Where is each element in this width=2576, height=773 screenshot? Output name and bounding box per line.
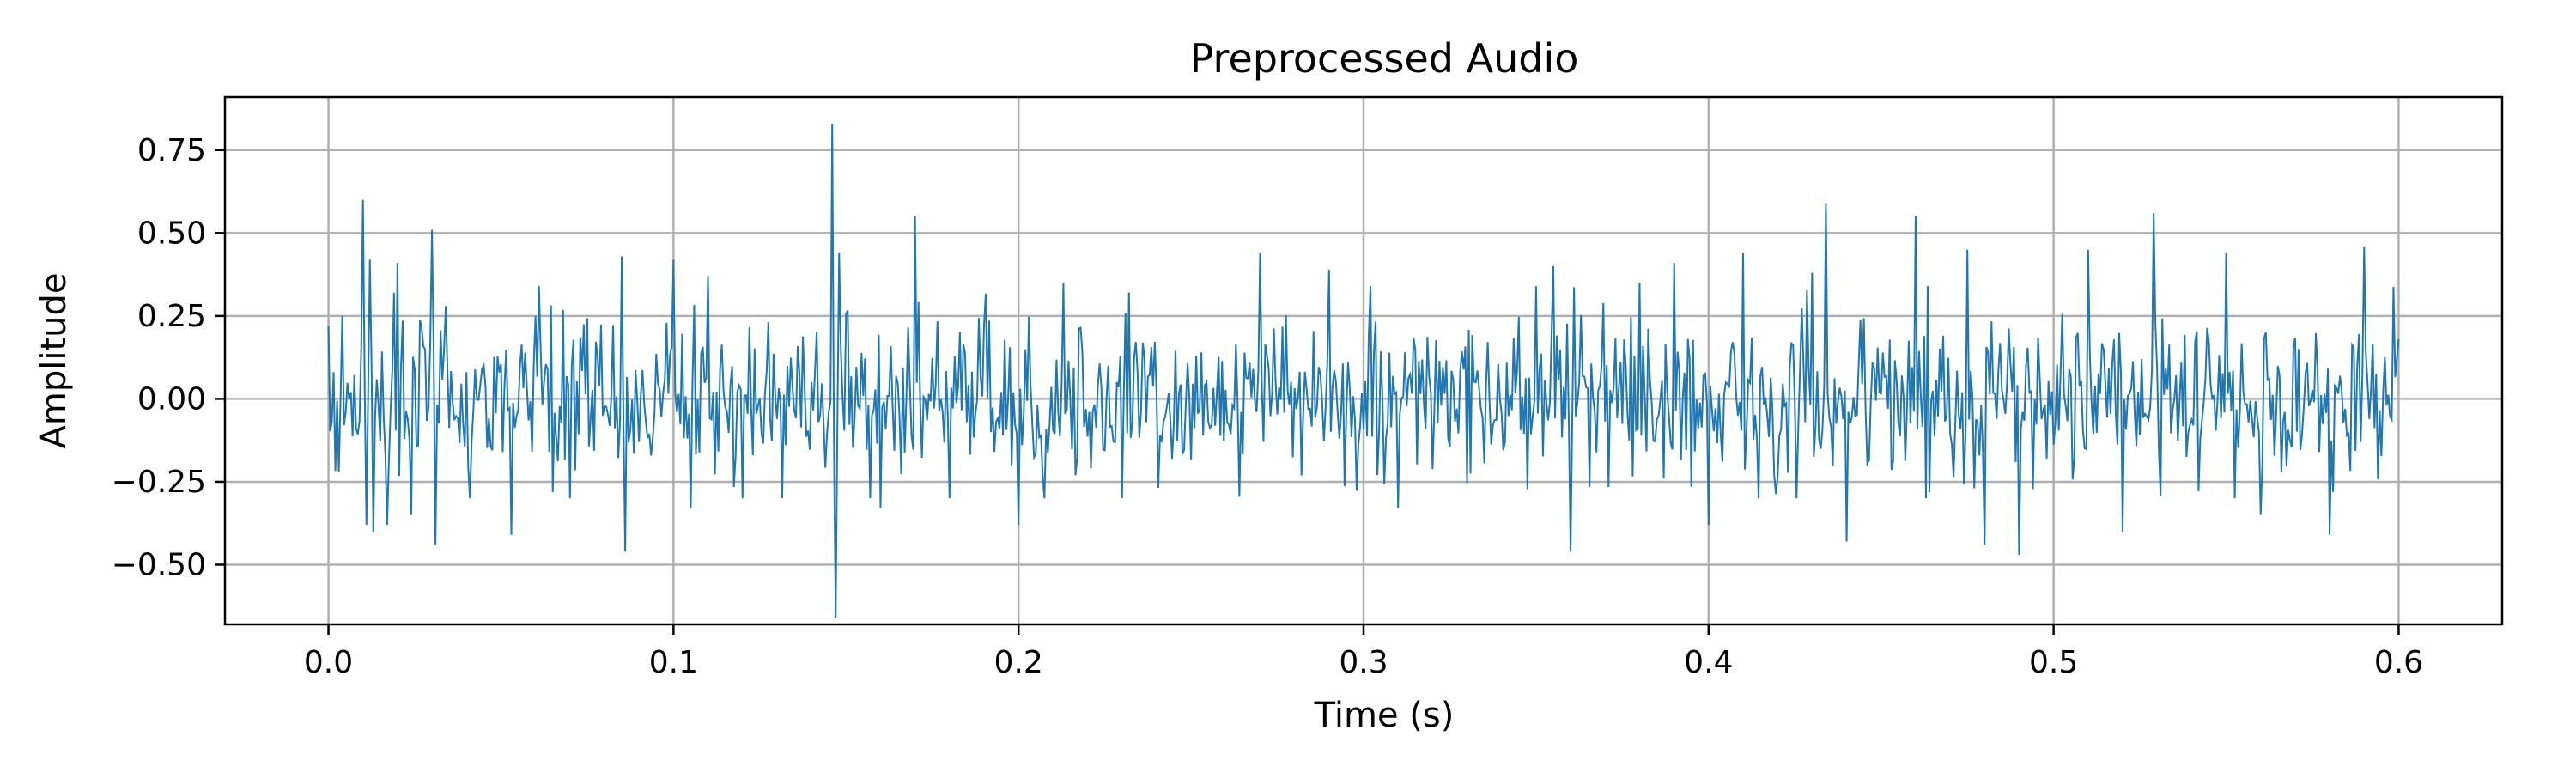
y-tick-label: 0.25 [137,299,206,334]
x-tick-label: 0.6 [2374,645,2423,680]
y-tick-label: 0.75 [137,133,206,168]
x-tick-label: 0.0 [304,645,353,680]
x-tick-label: 0.1 [649,645,698,680]
x-axis: 0.0 0.1 0.2 0.3 0.4 0.5 0.6 [304,624,2423,680]
y-axis: −0.50 −0.25 0.00 0.25 0.50 0.75 [112,133,225,582]
y-tick-label: 0.50 [137,216,206,251]
waveform-line [327,123,2400,618]
x-tick-label: 0.4 [1684,645,1733,680]
chart-title: Preprocessed Audio [1190,35,1579,82]
y-axis-label: Amplitude [34,273,74,449]
y-tick-label: −0.25 [112,465,206,500]
grid [225,97,2502,624]
x-axis-label: Time (s) [1314,696,1455,735]
x-tick-label: 0.3 [1339,645,1388,680]
series-layer [327,123,2400,618]
y-tick-label: −0.50 [112,547,206,582]
y-tick-label: 0.00 [137,381,206,417]
x-tick-label: 0.2 [994,645,1043,680]
x-tick-label: 0.5 [2029,645,2078,680]
